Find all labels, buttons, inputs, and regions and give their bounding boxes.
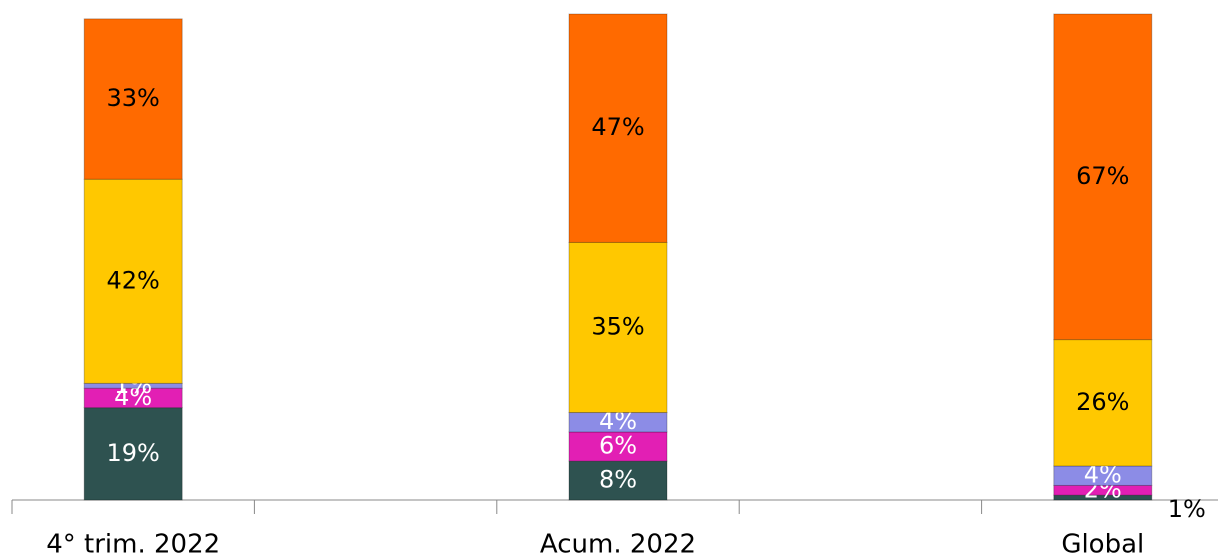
data-label: 35%: [591, 312, 644, 340]
bar-segment: [1053, 465, 1153, 486]
data-label: 26%: [1076, 388, 1129, 416]
data-label: 1%: [1168, 495, 1206, 523]
bar-segment: [83, 407, 183, 501]
bar-segment: [1053, 13, 1153, 341]
x-tick-label: 4° trim. 2022: [46, 530, 220, 559]
bar-segment: [568, 13, 668, 243]
data-label: 33%: [107, 84, 160, 112]
data-label: 8%: [599, 466, 637, 494]
bar-segment: [1053, 339, 1153, 467]
bar-segment: [83, 387, 183, 409]
x-tick-label: Acum. 2022: [540, 530, 696, 559]
data-label: 42%: [107, 266, 160, 294]
data-label: 47%: [591, 113, 644, 141]
x-tick-label: Global: [1061, 530, 1144, 559]
data-label: 19%: [107, 439, 160, 467]
bar-segment: [83, 178, 183, 384]
data-label: 67%: [1076, 162, 1129, 190]
data-label: 6%: [599, 432, 637, 460]
bar-segment: [83, 18, 183, 180]
bar-segment: [568, 241, 668, 414]
